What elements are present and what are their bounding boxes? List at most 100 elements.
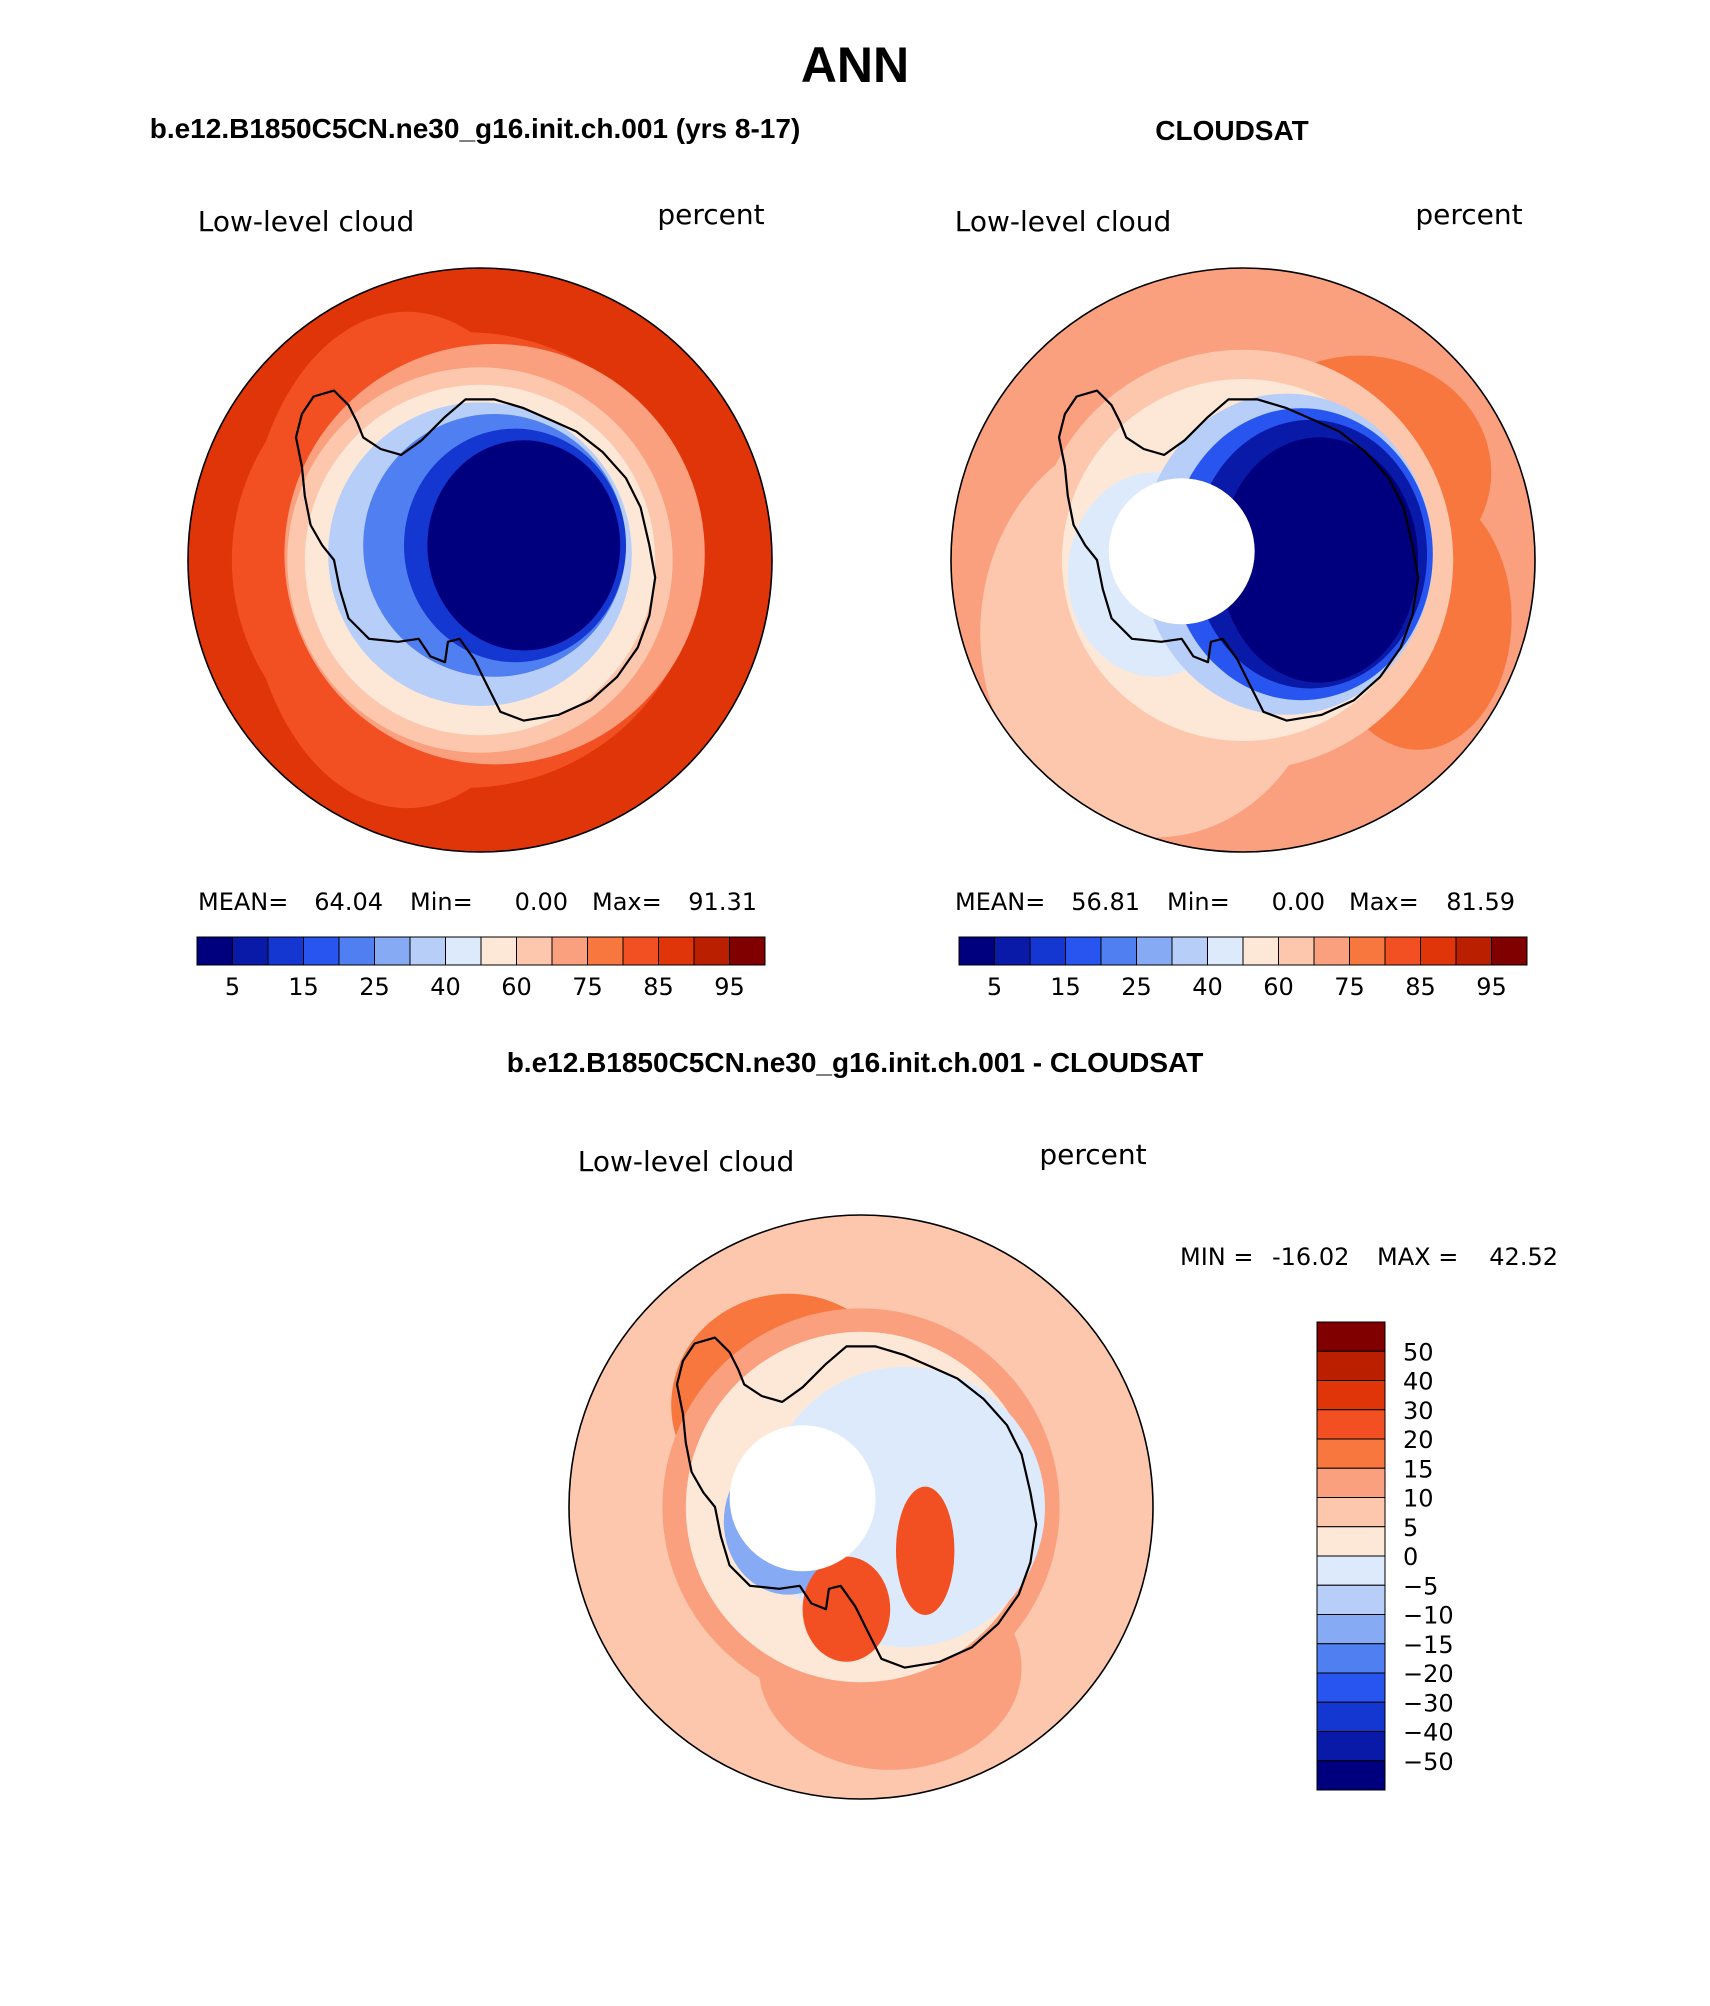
diff-min-value: -16.02: [1272, 1243, 1349, 1271]
colorbar-tick-label: 0: [1403, 1543, 1418, 1571]
colorbar-swatch: [1100, 936, 1137, 966]
colorbar-tick-label: 15: [288, 973, 319, 1001]
missing-data-hole: [729, 1425, 876, 1572]
model-min-label: Min=: [410, 888, 473, 916]
colorbar-swatch: [958, 936, 995, 966]
colorbar-swatch: [196, 936, 233, 966]
page-title: ANN: [801, 37, 909, 93]
diff-units-label: percent: [1039, 1138, 1146, 1171]
colorbar-swatch: [1278, 936, 1315, 966]
colorbar-tick-label: 40: [1192, 973, 1223, 1001]
colorbar-swatch: [1136, 936, 1173, 966]
colorbar-tick-label: 15: [1403, 1455, 1434, 1483]
diff-panel: Low-level cloud percent MIN = -16.02 MAX…: [568, 1138, 1558, 1800]
diff-max-label: MAX =: [1377, 1243, 1458, 1271]
colorbar-tick-label: −10: [1403, 1602, 1454, 1630]
colorbar-tick-label: 75: [1334, 973, 1365, 1001]
colorbar-tick-label: −5: [1403, 1572, 1438, 1600]
diff-polar-map: [568, 1214, 1154, 1800]
obs-min-value: 0.00: [1272, 888, 1325, 916]
colorbar-tick-label: −20: [1403, 1660, 1454, 1688]
colorbar-swatch: [1455, 936, 1492, 966]
colorbar-swatch: [303, 936, 340, 966]
colorbar-swatch: [1207, 936, 1244, 966]
colorbar-swatch: [1316, 1321, 1386, 1352]
colorbar-tick-label: −40: [1403, 1719, 1454, 1747]
colorbar-swatch: [445, 936, 482, 966]
colorbar-tick-label: 5: [1403, 1514, 1418, 1542]
model-max-label: Max=: [592, 888, 662, 916]
colorbar-tick-label: 5: [987, 973, 1002, 1001]
model-panel: Low-level cloud percent MEAN= 64.04 Min=…: [187, 198, 773, 1001]
contour-region-10: [427, 440, 621, 651]
obs-units-label: percent: [1415, 198, 1522, 231]
obs-mean-label: MEAN=: [955, 888, 1045, 916]
model-max-value: 91.31: [688, 888, 757, 916]
diff-variable-label: Low-level cloud: [578, 1145, 795, 1178]
colorbar-swatch: [1316, 1731, 1386, 1762]
colorbar-swatch: [1316, 1526, 1386, 1557]
colorbar-swatch: [1316, 1409, 1386, 1440]
map-boundary: [950, 267, 1536, 853]
contour-region-8: [896, 1486, 955, 1616]
colorbar-tick-label: 25: [1121, 973, 1152, 1001]
colorbar-swatch: [1313, 936, 1350, 966]
colorbar-swatch: [1316, 1497, 1386, 1528]
obs-panel: Low-level cloud percent MEAN= 56.81 Min=…: [950, 198, 1536, 1001]
model-min-value: 0.00: [515, 888, 568, 916]
colorbar-swatch: [1316, 1760, 1386, 1791]
colorbar-swatch: [1316, 1701, 1386, 1732]
antarctica-coastline: [294, 389, 657, 722]
colorbar-tick-label: 40: [1403, 1368, 1434, 1396]
colorbar-swatch: [994, 936, 1031, 966]
colorbar-swatch: [338, 936, 375, 966]
colorbar-swatch: [1316, 1614, 1386, 1645]
obs-polar-map: [950, 267, 1536, 853]
model-panel-title: b.e12.B1850C5CN.ne30_g16.init.ch.001 (yr…: [150, 113, 801, 144]
diff-panel-title: b.e12.B1850C5CN.ne30_g16.init.ch.001 - C…: [507, 1047, 1204, 1078]
diff-max-value: 42.52: [1489, 1243, 1558, 1271]
obs-max-label: Max=: [1349, 888, 1419, 916]
colorbar-swatch: [551, 936, 588, 966]
obs-max-value: 81.59: [1446, 888, 1515, 916]
model-mean-value: 64.04: [314, 888, 383, 916]
colorbar-tick-label: 60: [501, 973, 532, 1001]
colorbar-swatch: [1349, 936, 1386, 966]
colorbar-swatch: [1316, 1555, 1386, 1586]
colorbar-swatch: [1316, 1643, 1386, 1674]
colorbar-swatch: [587, 936, 624, 966]
colorbar-swatch: [516, 936, 553, 966]
colorbar-swatch: [693, 936, 730, 966]
colorbar-swatch: [1316, 1672, 1386, 1703]
obs-variable-label: Low-level cloud: [955, 205, 1172, 238]
colorbar-tick-label: 60: [1263, 973, 1294, 1001]
colorbar-swatch: [729, 936, 766, 966]
model-variable-label: Low-level cloud: [198, 205, 415, 238]
colorbar-swatch: [1029, 936, 1066, 966]
colorbar-tick-label: 95: [1476, 973, 1507, 1001]
colorbar-swatch: [1316, 1467, 1386, 1498]
colorbar-swatch: [1065, 936, 1102, 966]
antarctica-coastline: [675, 1336, 1038, 1669]
colorbar-swatch: [1316, 1350, 1386, 1381]
colorbar-swatch: [374, 936, 411, 966]
colorbar-tick-label: 75: [572, 973, 603, 1001]
obs-colorbar: 5 15 25 40 60 75 85 95: [958, 936, 1528, 1001]
colorbar-tick-label: −15: [1403, 1631, 1454, 1659]
colorbar-tick-label: 5: [225, 973, 240, 1001]
antarctica-coastline: [1057, 389, 1420, 722]
colorbar-swatch: [267, 936, 304, 966]
colorbar-swatch: [480, 936, 517, 966]
colorbar-swatch: [1242, 936, 1279, 966]
colorbar-swatch: [622, 936, 659, 966]
colorbar-swatch: [1316, 1584, 1386, 1615]
colorbar-tick-label: −50: [1403, 1748, 1454, 1776]
colorbar-swatch: [1316, 1380, 1386, 1411]
model-mean-label: MEAN=: [198, 888, 288, 916]
model-polar-map: [187, 267, 773, 853]
obs-min-label: Min=: [1167, 888, 1230, 916]
colorbar-swatch: [1491, 936, 1528, 966]
map-boundary: [568, 1214, 1154, 1800]
colorbar-swatch: [1384, 936, 1421, 966]
colorbar-tick-label: 15: [1050, 973, 1081, 1001]
